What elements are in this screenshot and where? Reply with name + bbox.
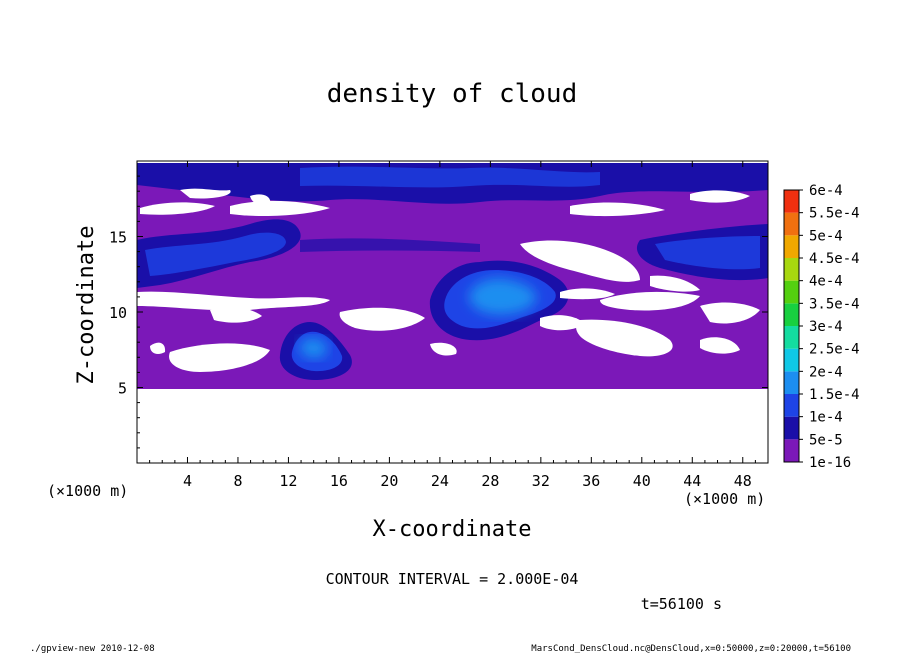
- y-tick-label-0: 5: [118, 380, 127, 398]
- colorbar-swatch-11: [784, 190, 799, 213]
- colorbar-label-2: 1e-4: [809, 410, 843, 426]
- colorbar: 1e-16 5e-5 1e-4 1.5e-4 2e-4 2.5e-4 3e-4 3.5e-4 4…: [783, 183, 860, 471]
- x-tick-label-5: 24: [431, 472, 449, 490]
- left-patch-core: [299, 338, 328, 359]
- colorbar-swatch-7: [784, 280, 799, 304]
- x-tick-label-6: 28: [481, 472, 499, 490]
- colorbar-label-0: 1e-16: [809, 455, 851, 471]
- colorbar-swatch-6: [784, 303, 799, 326]
- x-axis-label: X-coordinate: [373, 517, 532, 542]
- x-tick-label-10: 44: [683, 472, 701, 490]
- colorbar-label-5: 2.5e-4: [809, 342, 860, 358]
- footer-right: MarsCond_DensCloud.nc@DensCloud,x=0:5000…: [531, 644, 851, 654]
- colorbar-swatch-5: [784, 326, 799, 349]
- chart-title: density of cloud: [327, 79, 577, 109]
- colorbar-label-8: 4e-4: [809, 274, 843, 290]
- y-axis: 5 10 15: [109, 175, 768, 449]
- x-tick-label-8: 36: [582, 472, 600, 490]
- right-blue-band-inner: [655, 236, 760, 270]
- x-tick-label-7: 32: [532, 472, 550, 490]
- x-unit-left: (×1000 m): [47, 482, 128, 500]
- colorbar-label-7: 3.5e-4: [809, 296, 860, 312]
- colorbar-swatch-4: [784, 348, 799, 372]
- density-field: [137, 161, 768, 463]
- colorbar-swatch-2: [784, 394, 799, 417]
- x-tick-label-0: 4: [183, 472, 192, 490]
- upper-blue-band-inner: [300, 166, 600, 188]
- x-unit-right: (×1000 m): [684, 490, 765, 508]
- y-tick-label-2: 15: [109, 229, 127, 247]
- colorbar-label-9: 4.5e-4: [809, 251, 860, 267]
- thin-band: [300, 238, 480, 252]
- contour-interval: CONTOUR INTERVAL = 2.000E-04: [326, 570, 579, 588]
- x-axis: 4 8 12 16 20 24 28 32 36 40 44 48: [149, 161, 756, 490]
- colorbar-label-1: 5e-5: [809, 432, 843, 448]
- y-axis-label: Z-coordinate: [74, 226, 99, 385]
- x-tick-label-4: 20: [380, 472, 398, 490]
- colorbar-label-10: 5e-4: [809, 228, 843, 244]
- colorbar-label-6: 3e-4: [809, 319, 843, 335]
- colorbar-label-12: 6e-4: [809, 183, 843, 199]
- colorbar-swatch-0: [784, 439, 799, 462]
- colorbar-swatch-8: [784, 258, 799, 281]
- colorbar-swatch-1: [784, 416, 799, 440]
- x-tick-label-3: 16: [330, 472, 348, 490]
- left-blue-band-inner: [145, 232, 286, 276]
- time-label: t=56100 s: [641, 595, 722, 613]
- x-tick-label-1: 8: [233, 472, 242, 490]
- footer-left: ./gpview-new 2010-12-08: [30, 644, 155, 654]
- colorbar-swatch-10: [784, 212, 799, 236]
- x-tick-label-2: 12: [279, 472, 297, 490]
- colorbar-swatch-9: [784, 235, 799, 258]
- colorbar-label-4: 2e-4: [809, 364, 843, 380]
- y-tick-label-1: 10: [109, 304, 127, 322]
- core-inner: [469, 278, 536, 315]
- colorbar-label-3: 1.5e-4: [809, 387, 860, 403]
- colorbar-label-11: 5.5e-4: [809, 206, 860, 222]
- x-tick-label-9: 40: [633, 472, 651, 490]
- x-tick-label-11: 48: [734, 472, 752, 490]
- colorbar-swatch-3: [784, 371, 799, 394]
